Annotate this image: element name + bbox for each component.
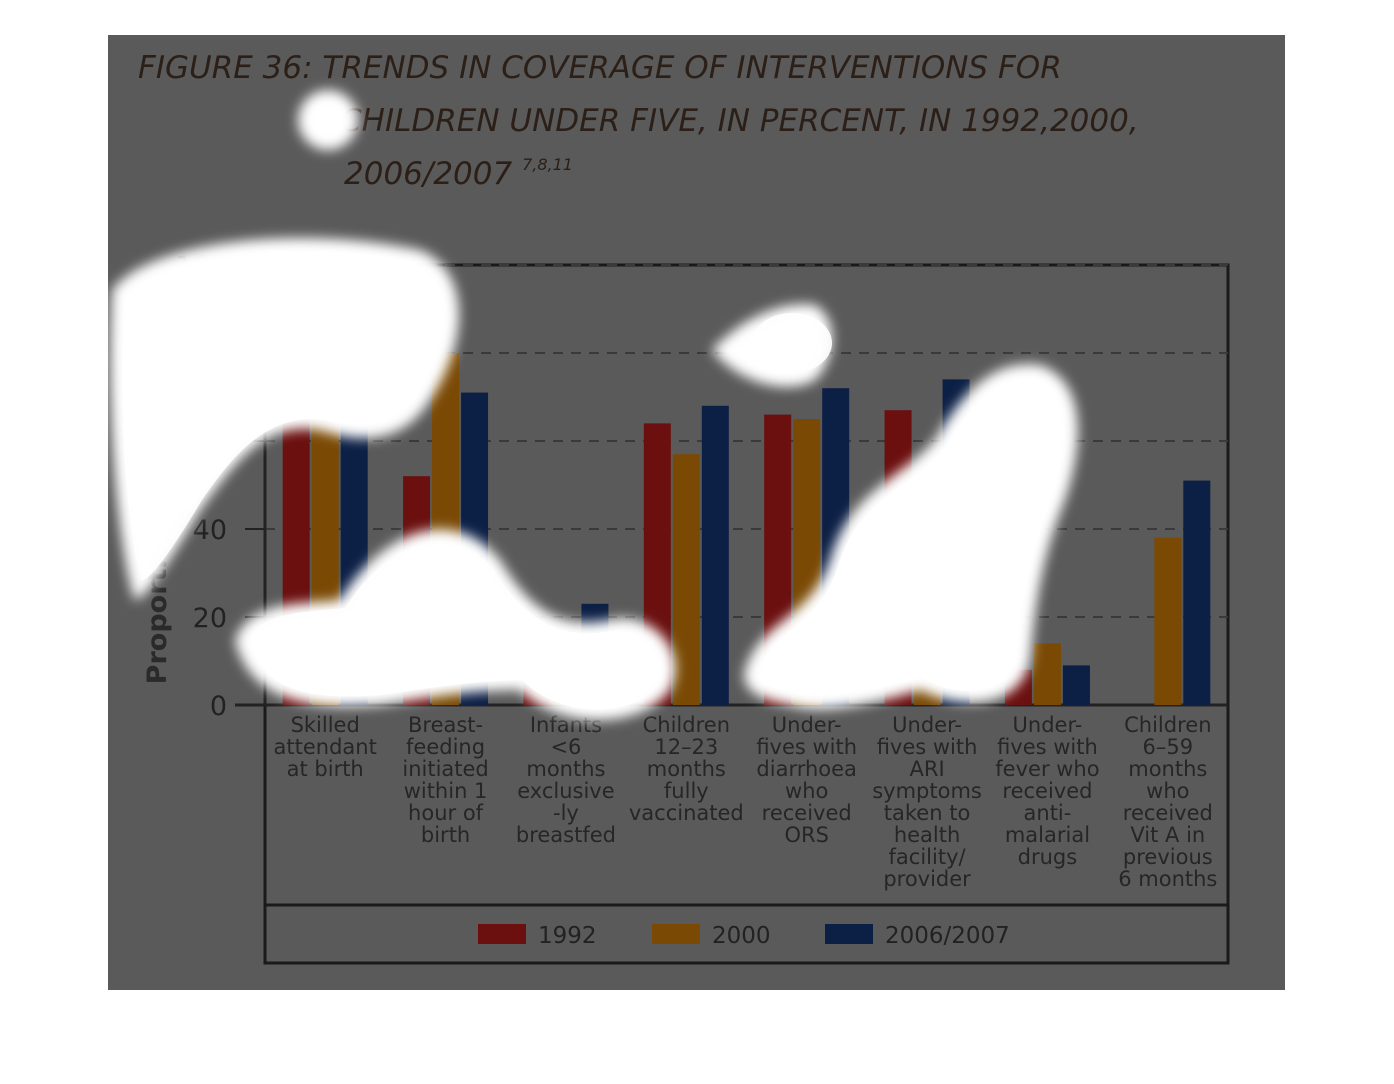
figure-title-line-1: FIGURE 36: TRENDS IN COVERAGE OF INTERVE… — [138, 50, 1062, 86]
y-axis-label: Proportion of coverage (%) — [142, 272, 173, 685]
category-label: Under-fives with fever who received anti-ma… — [995, 713, 1099, 869]
bar-1992 — [1004, 669, 1032, 705]
bar-1992 — [643, 423, 671, 705]
bar-2006-2007 — [822, 388, 850, 705]
bar-2000 — [1154, 537, 1182, 705]
bar-2006-2007 — [340, 353, 368, 705]
bar-2000 — [311, 379, 339, 705]
figure-title-line-3: 2006/2007 7,8,11 — [344, 155, 573, 192]
bar-2006-2007 — [942, 379, 970, 705]
bar-2006-2007 — [1183, 480, 1211, 705]
bar-1992 — [884, 410, 912, 705]
legend-swatch — [652, 924, 700, 944]
bar-2000 — [432, 353, 460, 705]
y-tick-label: 80 — [193, 339, 227, 370]
bar-2000 — [552, 634, 580, 705]
bar-1992 — [403, 476, 431, 705]
category-label: Skilled attendant at birth — [274, 713, 377, 781]
category-label: Breast-feeding initiated within 1 hour of bi… — [402, 713, 488, 847]
bar-2006-2007 — [1062, 665, 1090, 705]
legend-swatch — [825, 924, 873, 944]
bar-2000 — [672, 454, 700, 705]
y-tick-label: 40 — [193, 515, 227, 546]
legend-label: 2006/2007 — [885, 923, 1010, 949]
y-tick-label: 20 — [193, 603, 227, 634]
category-label: Infants <6 months exclusive -ly breastfed — [516, 713, 616, 847]
legend-swatch — [478, 924, 526, 944]
y-tick-label: 100 — [175, 251, 227, 282]
y-tick-label: 0 — [210, 691, 227, 722]
legend-label: 1992 — [538, 923, 597, 949]
category-label: Children 6–59 months who received Vit A in pre… — [1118, 713, 1217, 891]
bar-2000 — [1033, 643, 1061, 705]
category-label: Under-fives with diarrhoea who received ORS — [756, 713, 857, 847]
bar-1992 — [523, 647, 551, 705]
bar-2000 — [913, 476, 941, 705]
bar-1992 — [764, 414, 792, 705]
y-tick-label: 60 — [193, 427, 227, 458]
bar-2006-2007 — [581, 603, 609, 705]
bar-2000 — [793, 419, 821, 705]
bar-2006-2007 — [701, 405, 729, 705]
legend-label: 2000 — [712, 923, 771, 949]
bar-1992 — [282, 410, 310, 705]
category-label: Children 12–23 months fully vaccinated — [629, 713, 744, 825]
title-superscript: 7,8,11 — [522, 155, 573, 174]
bar-2006-2007 — [461, 392, 489, 705]
figure-title-line-2: CHILDREN UNDER FIVE, IN PERCENT, IN 1992… — [340, 103, 1139, 139]
category-label: Under-fives with ARI symptoms taken to healt… — [872, 713, 982, 891]
